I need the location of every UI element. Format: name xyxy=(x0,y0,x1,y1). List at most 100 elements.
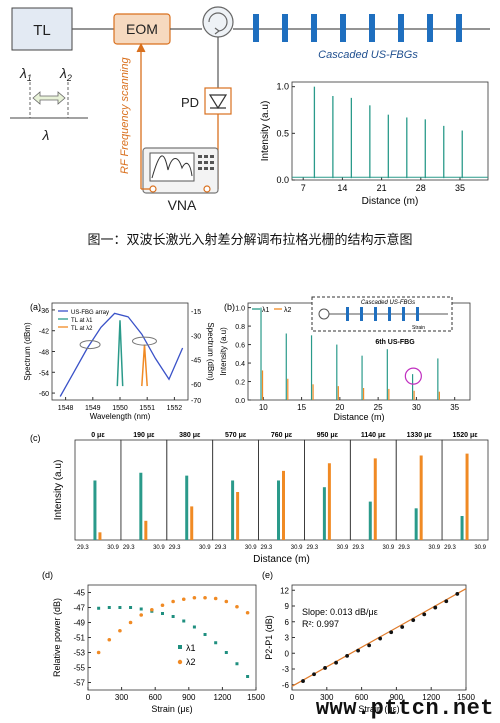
x-axis-label: Distance (m) xyxy=(333,412,384,422)
legend-swatch xyxy=(178,645,182,649)
subplot-frame xyxy=(349,439,397,541)
vna-trace-icon xyxy=(151,155,193,179)
x-tick-label: 21 xyxy=(377,183,387,193)
legend-swatch xyxy=(177,659,183,665)
point-lambda2 xyxy=(107,637,112,642)
x-tick-label: 29.3 xyxy=(352,545,364,551)
x-tick-label: 29.3 xyxy=(215,545,227,551)
point-lambda1 xyxy=(235,662,239,666)
y-tick-label: -42 xyxy=(39,329,49,336)
point-lambda1 xyxy=(129,606,133,609)
x-tick-label: 15 xyxy=(297,403,306,412)
x-tick-label: 30.9 xyxy=(291,545,303,551)
y-tick-label: 1.0 xyxy=(276,82,289,92)
inset-grating xyxy=(374,307,377,321)
point-lambda1 xyxy=(246,675,250,678)
y-axis-label: P2-P1 (dB) xyxy=(264,615,274,660)
lambda2-sub: 2 xyxy=(66,73,72,83)
inset-label: Cascaded US-FBGs xyxy=(361,300,415,306)
x-tick-label: 1200 xyxy=(214,693,232,702)
y-tick-label: -36 xyxy=(39,308,49,315)
x-tick-label: 29.3 xyxy=(77,545,89,551)
y-axis-label: Spectrum (dBm) xyxy=(23,322,32,381)
point-lambda2 xyxy=(118,628,122,633)
x-tick-label: 600 xyxy=(149,693,163,702)
y-tick-label: -49 xyxy=(73,619,85,628)
x-tick-label: 30.9 xyxy=(383,545,395,551)
point-lambda2 xyxy=(203,595,207,600)
point-lambda2 xyxy=(245,610,250,615)
plot-frame xyxy=(291,81,489,181)
ellipse-left xyxy=(79,340,101,350)
y-tick-label: -6 xyxy=(282,681,290,690)
figure-caption: 图一：双波长激光入射差分解调布拉格光栅的结构示意图 xyxy=(87,233,413,248)
panel-tag: (b) xyxy=(224,302,235,312)
fbg-array xyxy=(253,14,462,42)
y-axis-label: Intensity (a.u) xyxy=(53,460,64,521)
data-point xyxy=(378,636,383,641)
strain-label: 760 με xyxy=(271,432,293,439)
y-tick-label: -54 xyxy=(39,370,49,377)
x-tick-label: 29.3 xyxy=(261,545,273,551)
pd-label: PD xyxy=(181,95,199,110)
x-tick-label: 1548 xyxy=(58,405,74,412)
data-point xyxy=(367,643,372,648)
x-tick-label: 25 xyxy=(374,403,383,412)
strain-label: 0 με xyxy=(91,432,105,439)
x-tick-label: 1549 xyxy=(85,405,101,412)
x-tick-label: 35 xyxy=(450,403,459,412)
x-tick-label: 900 xyxy=(182,693,196,702)
x-tick-label: 30.9 xyxy=(474,545,486,551)
y-tick-label: -3 xyxy=(282,665,290,674)
data-point xyxy=(411,618,416,623)
subplot-frame xyxy=(258,439,305,541)
y2-tick-label: -70 xyxy=(191,398,201,405)
y-tick-label: 0 xyxy=(285,649,290,658)
data-point xyxy=(444,599,449,604)
fbg-grating xyxy=(340,14,346,42)
point-lambda2 xyxy=(181,597,186,602)
panel-b-chart: (b) 10 15 20 25 30 35 0.0 0.2 0.4 0.6 0.8 1.0 λ1 λ2 Cas… xyxy=(219,296,471,422)
y-tick-label: -48 xyxy=(39,350,49,357)
x-tick-label: 600 xyxy=(355,693,369,702)
x-tick-label: 1551 xyxy=(139,405,155,412)
panel-e-chart: (e) 0 300 600 900 1200 1500 -6 -3 0 3 6 9 12 Slope: 0.… xyxy=(262,570,475,714)
data-point xyxy=(389,630,394,635)
point-lambda2 xyxy=(235,604,239,609)
x-tick-label: 29.3 xyxy=(444,545,456,551)
x-tick-label: 29.3 xyxy=(123,545,135,551)
fbg-grating xyxy=(456,14,462,42)
x-tick-label: 30.9 xyxy=(428,545,440,551)
x-tick-label: 28 xyxy=(416,183,426,193)
inset-grating xyxy=(416,307,419,321)
y2-tick-label: -30 xyxy=(191,333,201,340)
tl-box xyxy=(11,7,73,51)
lambda2-symbol: λ xyxy=(59,65,67,81)
strain-label: Strain xyxy=(412,325,425,331)
x-axis-label: Distance (m) xyxy=(253,554,310,565)
x-axis-label: Distance (m) xyxy=(362,196,419,207)
data-point xyxy=(312,672,316,677)
legend-label: λ2 xyxy=(186,657,196,667)
x-tick-label: 35 xyxy=(455,183,465,193)
panel-tag: (d) xyxy=(42,570,53,580)
legend-label: TL at λ1 xyxy=(71,318,93,324)
circulator-arrowhead-icon xyxy=(214,27,220,35)
data-point xyxy=(323,666,327,670)
x-tick-label: 1552 xyxy=(167,405,183,412)
x-tick-label: 29.3 xyxy=(398,545,410,551)
lambda1-sub: 1 xyxy=(27,73,32,83)
strain-label: 1330 με xyxy=(407,432,433,439)
x-tick-label: 30.9 xyxy=(245,545,257,551)
fbg-label: Cascaded US-FBGs xyxy=(318,49,418,61)
point-lambda1 xyxy=(97,606,101,610)
subplot-frame xyxy=(166,439,214,541)
data-point xyxy=(455,592,460,596)
x-tick-label: 30.9 xyxy=(153,545,165,551)
y-tick-label: 0.0 xyxy=(276,175,289,185)
vna-port-1 xyxy=(149,185,157,193)
annotation-label: 6th US-FBG xyxy=(375,339,415,346)
x-tick-label: 1200 xyxy=(422,693,440,702)
y-tick-label: -45 xyxy=(73,589,85,598)
point-lambda1 xyxy=(171,615,175,618)
